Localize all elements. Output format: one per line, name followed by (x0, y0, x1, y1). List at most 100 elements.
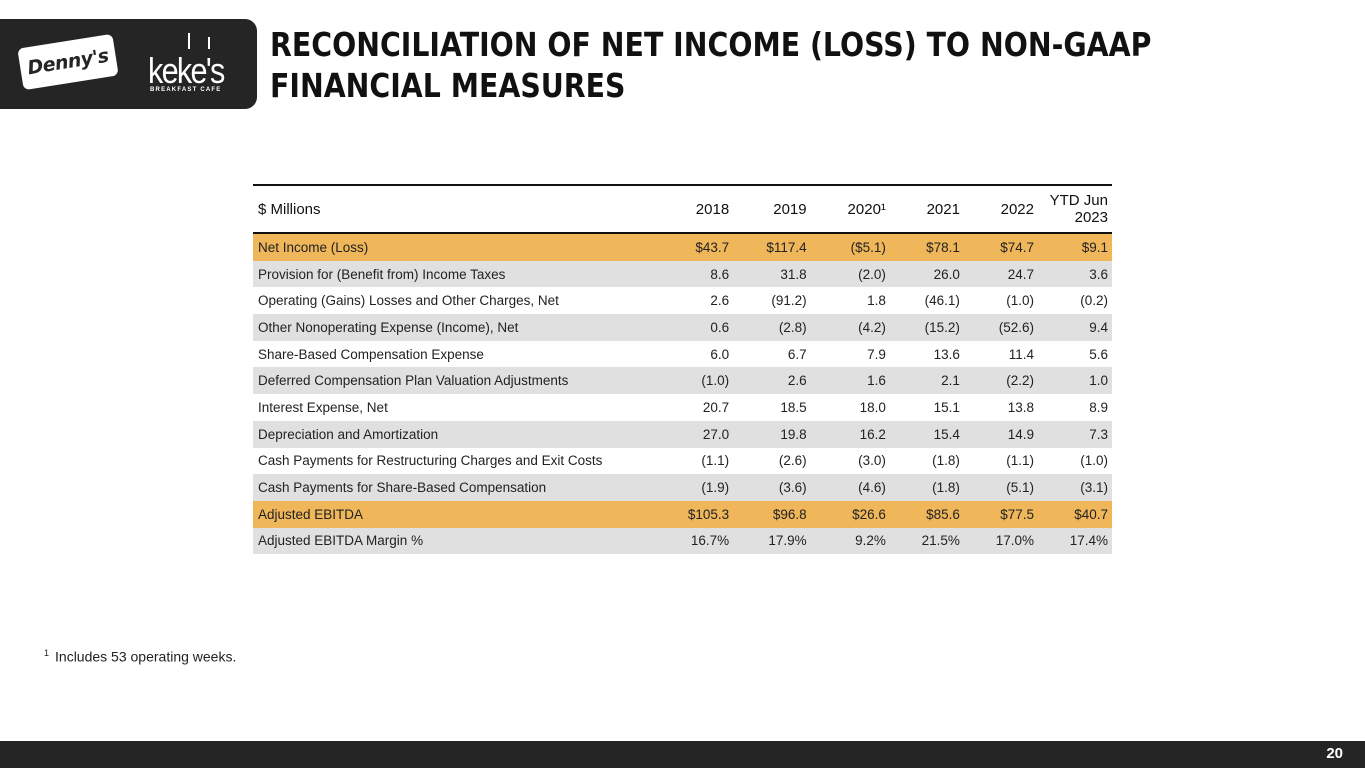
table-cell-value: (15.2) (889, 314, 964, 341)
column-header-year: 2021 (889, 184, 964, 234)
table-cell-value: (4.2) (810, 314, 890, 341)
table-cell-value: 2.6 (654, 287, 734, 315)
table-cell-value: 6.0 (654, 340, 734, 368)
table-cell-value: 2.1 (889, 367, 964, 395)
column-header-year: 2022 (963, 184, 1038, 234)
table-cell-value: (91.2) (733, 287, 811, 315)
table-cell-value: 8.6 (654, 260, 734, 288)
table-cell-value: 3.6 (1038, 260, 1112, 288)
table-cell-value: (5.1) (963, 474, 1038, 501)
table-row: Deferred Compensation Plan Valuation Adj… (253, 367, 1112, 395)
table-row: Share-Based Compensation Expense 6.0 6.7 7.… (253, 340, 1112, 368)
table-cell-value: (1.0) (963, 287, 1038, 315)
row-label: Net Income (Loss) (253, 233, 654, 261)
table-body: Net Income (Loss) $43.7 $117.4 ($5.1) $78.1 $… (253, 233, 1112, 555)
row-label: Share-Based Compensation Expense (253, 340, 654, 368)
table-cell-value: 31.8 (733, 260, 811, 288)
table-cell-value: 13.8 (963, 394, 1038, 421)
dennys-logo-text: Denny's (25, 44, 111, 80)
row-label: Provision for (Benefit from) Income Taxe… (253, 260, 654, 288)
table-cell-value: (1.0) (654, 367, 734, 395)
reconciliation-table: $ Millions 2018 2019 2020¹ 2021 2022 YTD Jun 2… (253, 184, 1112, 555)
table-cell-value: 5.6 (1038, 340, 1112, 368)
page-title: RECONCILIATION OF NET INCOME (LOSS) TO N… (270, 25, 1152, 105)
column-header-year: 2019 (733, 184, 811, 234)
table-row: Adjusted EBITDA $105.3 $96.8 $26.6 $85.6 $77.… (253, 500, 1112, 528)
table-cell-value: 18.0 (810, 394, 890, 421)
table-cell-value: 0.6 (654, 314, 734, 341)
table-cell-value: 17.9% (733, 527, 811, 555)
table-cell-value: (46.1) (889, 287, 964, 315)
table-cell-value: 27.0 (654, 420, 734, 448)
table-cell-value: (0.2) (1038, 287, 1112, 315)
row-label: Interest Expense, Net (253, 394, 654, 421)
table-cell-value: 13.6 (889, 340, 964, 368)
kekes-logo-subtitle: BREAKFAST CAFE (150, 87, 222, 93)
table-cell-value: (4.6) (810, 474, 890, 501)
table-cell-value: $78.1 (889, 233, 964, 261)
table-cell-value: (2.0) (810, 260, 890, 288)
footer-bar: 20 (0, 741, 1365, 768)
footnote-text: Includes 53 operating weeks. (55, 648, 237, 665)
table-row: Interest Expense, Net 20.7 18.5 18.0 15.1 13.… (253, 394, 1112, 421)
table-cell-value: 17.4% (1038, 527, 1112, 555)
table-cell-value: 14.9 (963, 420, 1038, 448)
row-label: Other Nonoperating Expense (Income), Net (253, 314, 654, 341)
table-cell-value: 7.9 (810, 340, 890, 368)
table-cell-value: 26.0 (889, 260, 964, 288)
table-cell-value: (1.9) (654, 474, 734, 501)
table-cell-value: $43.7 (654, 233, 734, 261)
table-row: Cash Payments for Share-Based Compensati… (253, 474, 1112, 501)
table-cell-value: (3.6) (733, 474, 811, 501)
table-cell-value: $105.3 (654, 500, 734, 528)
column-header-year: 2018 (654, 184, 734, 234)
table-cell-value: (1.0) (1038, 447, 1112, 475)
table-cell-value: (1.8) (889, 474, 964, 501)
table-cell-value: (1.8) (889, 447, 964, 475)
table-cell-value: $26.6 (810, 500, 890, 528)
table-cell-value: 2.6 (733, 367, 811, 395)
table-cell-value: 17.0% (963, 527, 1038, 555)
footnote: 1 Includes 53 operating weeks. (44, 648, 236, 665)
table-cell-value: $117.4 (733, 233, 811, 261)
table-cell-value: 16.7% (654, 527, 734, 555)
row-label: Deferred Compensation Plan Valuation Adj… (253, 367, 654, 395)
row-label: Depreciation and Amortization (253, 420, 654, 448)
table-row: Operating (Gains) Losses and Other Charg… (253, 287, 1112, 315)
table-header-row: $ Millions 2018 2019 2020¹ 2021 2022 YTD Jun 2… (253, 184, 1112, 234)
column-header-year: YTD Jun 2023 (1038, 184, 1112, 234)
column-header-label: $ Millions (253, 184, 654, 234)
table-cell-value: 18.5 (733, 394, 811, 421)
table-cell-value: 9.2% (810, 527, 890, 555)
kekes-accent-mark (208, 37, 210, 49)
table-cell-value: 15.1 (889, 394, 964, 421)
table-cell-value: (2.8) (733, 314, 811, 341)
table-cell-value: $77.5 (963, 500, 1038, 528)
table-cell-value: (52.6) (963, 314, 1038, 341)
table-cell-value: $85.6 (889, 500, 964, 528)
table-cell-value: 1.0 (1038, 367, 1112, 395)
table-row: Adjusted EBITDA Margin % 16.7% 17.9% 9.2% 21… (253, 527, 1112, 555)
table-cell-value: 16.2 (810, 420, 890, 448)
table-cell-value: 15.4 (889, 420, 964, 448)
table-cell-value: (1.1) (654, 447, 734, 475)
table-row: Cash Payments for Restructuring Charges … (253, 447, 1112, 475)
table-row: Provision for (Benefit from) Income Taxe… (253, 260, 1112, 288)
dennys-logo: Denny's (17, 33, 119, 91)
row-label: Cash Payments for Share-Based Compensati… (253, 474, 654, 501)
table-cell-value: 9.4 (1038, 314, 1112, 341)
table-cell-value: 6.7 (733, 340, 811, 368)
kekes-logo: keke's BREAKFAST CAFE (144, 33, 240, 99)
kekes-accent-mark (188, 33, 190, 49)
table-cell-value: $74.7 (963, 233, 1038, 261)
table-cell-value: 19.8 (733, 420, 811, 448)
row-label: Adjusted EBITDA (253, 500, 654, 528)
table-cell-value: $40.7 (1038, 500, 1112, 528)
table-cell-value: (2.6) (733, 447, 811, 475)
kekes-logo-text: keke's (148, 50, 225, 91)
page-number: 20 (1326, 745, 1343, 762)
table-cell-value: $96.8 (733, 500, 811, 528)
row-label: Adjusted EBITDA Margin % (253, 527, 654, 555)
table-cell-value: (2.2) (963, 367, 1038, 395)
table-cell-value: (3.0) (810, 447, 890, 475)
